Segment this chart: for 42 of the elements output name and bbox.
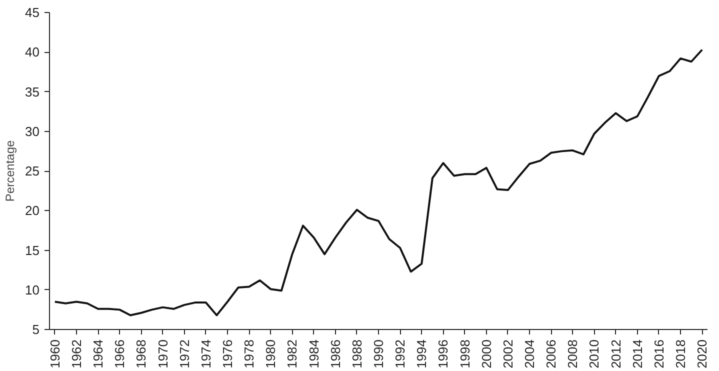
x-tick-label: 2002 [500, 340, 516, 368]
x-tick-label: 2020 [694, 340, 710, 368]
x-tick-label: 1980 [263, 340, 278, 368]
y-tick-label: 10 [25, 282, 40, 298]
x-tick-label: 1968 [134, 340, 149, 368]
x-tick-label: 2018 [673, 340, 688, 368]
x-tick-label: 1962 [68, 340, 84, 368]
x-tick-label: 2010 [586, 340, 602, 368]
y-tick-label: 35 [25, 84, 40, 100]
x-tick-label: 1998 [457, 340, 472, 368]
y-tick-label: 15 [25, 242, 40, 258]
x-tick-label: 1986 [328, 340, 343, 368]
x-tick-label: 2004 [522, 340, 538, 368]
y-axis-title: Percentage [3, 140, 18, 202]
x-tick-label: 1990 [371, 340, 386, 368]
x-tick-label: 1996 [436, 340, 451, 368]
y-tick-label: 25 [25, 164, 40, 178]
x-tick-label: 1972 [176, 340, 192, 368]
y-tick-label: 20 [25, 203, 40, 218]
x-tick-label: 1988 [349, 340, 364, 368]
x-tick-label: 1992 [392, 340, 408, 368]
x-tick-label: 2012 [608, 340, 624, 368]
y-tick-label: 30 [25, 124, 40, 139]
x-tick-label: 1994 [414, 340, 430, 368]
x-tick-label: 2016 [651, 340, 666, 368]
x-tick-label: 2000 [478, 340, 494, 368]
x-tick-label: 1978 [242, 340, 257, 368]
x-tick-label: 2008 [565, 340, 580, 368]
x-tick-label: 1984 [306, 340, 322, 368]
x-tick-label: 1960 [47, 340, 62, 368]
x-tick-label: 1976 [220, 340, 235, 368]
y-tick-label: 5 [32, 322, 40, 337]
x-tick-label: 1982 [284, 340, 300, 368]
line-series [54, 48, 704, 316]
x-tick-label: 1974 [198, 340, 214, 368]
x-tick-label: 1964 [90, 340, 106, 368]
x-tick-label: 1970 [155, 340, 170, 368]
y-tick-label: 45 [25, 5, 40, 20]
x-tick-label: 1966 [112, 340, 128, 368]
x-tick-label: 2014 [630, 340, 645, 368]
y-tick-label: 40 [25, 44, 40, 60]
x-tick-label: 2006 [544, 340, 559, 368]
